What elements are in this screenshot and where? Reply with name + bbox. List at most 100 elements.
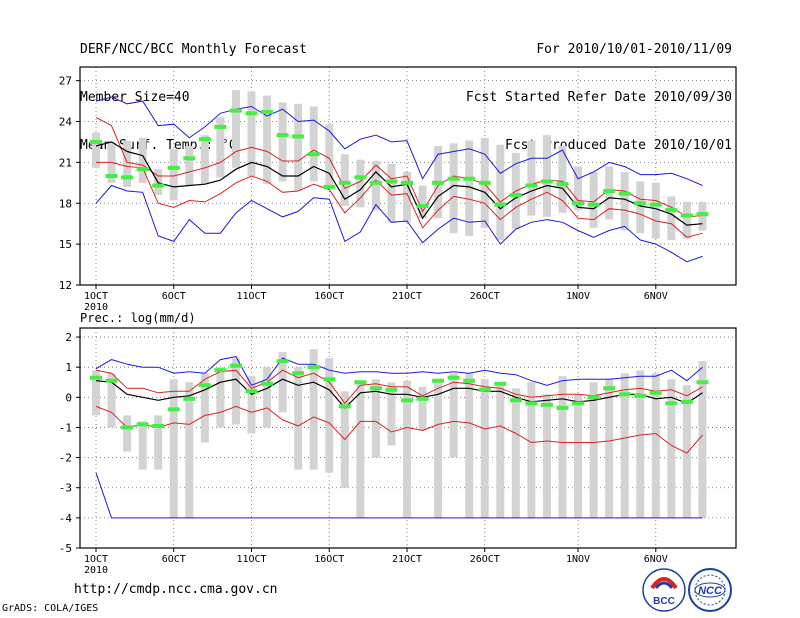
median-marker [463,378,476,383]
spread-box [216,117,225,178]
spread-box [231,90,240,168]
y-tick-label: -4 [59,512,73,525]
median-marker [680,213,693,218]
spread-box [403,380,411,518]
spread-box [169,148,178,201]
median-marker [416,203,429,208]
median-marker [167,407,180,412]
y-tick-label: -1 [59,421,72,434]
spread-box [605,166,614,220]
start-date-line: Fcst Started Refer Date 2010/09/30 [465,90,732,105]
spread-box [511,388,520,518]
spread-box [449,373,458,458]
y-tick-label: 2 [65,331,72,344]
median-marker [447,375,460,380]
spread-box [263,95,272,185]
source-url[interactable]: http://cmdp.ncc.cma.gov.cn [74,582,278,597]
median-marker [556,182,569,187]
median-marker [416,396,429,401]
spread-box [418,185,427,219]
median-marker [509,193,522,198]
year-label: 2010 [84,302,108,313]
x-tick-label: 1NOV [566,291,590,302]
median-marker [90,139,102,144]
median-marker [354,175,367,180]
median-marker [385,179,398,184]
median-marker [587,202,600,207]
median-marker [214,368,227,373]
median-marker [494,202,507,207]
series-upper-inner-line [95,369,703,405]
spread-box [449,143,458,234]
x-tick-label: 11OCT [236,291,266,302]
spread-box [278,352,287,413]
spread-box [169,379,178,518]
spread-box [138,421,147,470]
spread-box [542,135,551,217]
spread-box [574,166,583,211]
series-lower-inner-line [95,405,703,454]
x-tick-label: 6NOV [644,291,668,302]
median-marker [463,176,476,181]
y-tick-label: 1 [65,361,72,374]
spread-box [294,367,303,470]
plot-frame [79,327,737,549]
median-marker [494,381,507,386]
median-marker [198,383,211,388]
spread-box [325,124,334,187]
y-tick-label: 21 [59,156,72,169]
series-lower-outer-line [95,472,703,519]
median-marker [261,381,274,386]
x-tick-label: 21OCT [392,554,422,565]
ncc-logo: NCC [688,568,732,612]
spread-box [636,370,645,518]
spread-box [698,201,707,231]
median-marker [369,180,382,185]
median-marker [618,392,631,397]
median-marker [369,386,382,391]
median-marker [649,390,662,395]
median-marker [665,401,678,406]
median-marker [540,402,553,407]
spread-box [92,370,100,416]
median-marker [105,378,118,383]
median-marker [261,109,274,114]
spread-box [682,385,691,518]
x-tick-label: 26OCT [470,554,500,565]
median-marker [152,423,165,428]
spread-box [387,163,396,223]
spread-box [620,171,629,231]
median-marker [323,184,336,189]
spread-box [371,161,380,211]
forecast-period-line: For 2010/10/01-2010/11/09 [536,42,732,57]
spread-box [263,367,272,428]
spread-box [231,358,240,425]
spread-box [465,373,474,518]
ncc-logo-text: NCC [698,585,723,597]
spread-box [418,386,427,431]
x-tick-label: 6OCT [162,554,186,565]
spread-box [636,181,645,234]
spread-box [558,376,567,518]
y-tick-label: 27 [59,75,72,88]
series-mean-line [95,378,703,409]
panel-temperature: 12 15 18 21 24 27 1OCT 6OCT 11OCT 16OCT 21OCT 26OCT… [59,66,737,313]
median-marker [447,176,460,181]
spread-box [527,140,536,216]
median-marker [245,111,258,116]
median-marker [105,174,118,178]
median-marker [618,191,631,196]
x-tick-label: 26OCT [470,291,500,302]
series-upper-outer-line [95,96,703,186]
spread-box [589,171,598,228]
spread-box [496,382,505,518]
bcc-logo: BCC [642,568,686,612]
y-tick-label: 12 [59,279,72,292]
median-marker [634,393,647,398]
median-marker [198,137,211,142]
series-upper-inner-line [95,116,703,218]
median-marker [649,202,662,207]
median-marker [556,405,569,410]
spread-box [154,415,163,470]
x-tick-label: 6OCT [162,291,186,302]
